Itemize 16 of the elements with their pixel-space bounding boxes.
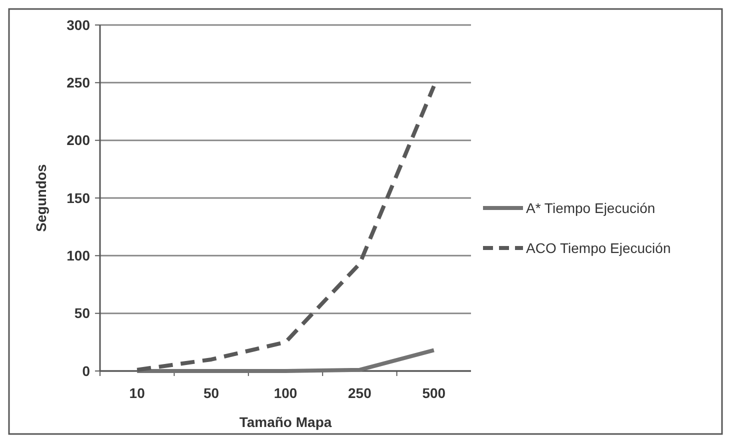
x-tick-label: 10 — [129, 385, 146, 401]
y-tick-label: 50 — [74, 305, 90, 322]
y-axis-title: Segundos — [33, 164, 49, 232]
x-tick-label: 500 — [422, 385, 446, 401]
y-tick-label: 0 — [82, 362, 90, 379]
x-axis-title: Tamaño Mapa — [239, 414, 332, 430]
y-tick-label: 100 — [66, 248, 90, 264]
x-tick-label: 100 — [274, 385, 298, 401]
y-tick-label: 300 — [66, 16, 90, 33]
y-tick-label: 150 — [66, 190, 90, 206]
legend-label: ACO Tiempo Ejecución — [526, 240, 671, 256]
x-tick-label: 50 — [204, 385, 220, 401]
legend-label: A* Tiempo Ejecución — [526, 200, 656, 216]
y-tick-label: 200 — [66, 132, 90, 148]
y-tick-label: 250 — [66, 74, 90, 91]
x-tick-label: 250 — [348, 385, 372, 401]
